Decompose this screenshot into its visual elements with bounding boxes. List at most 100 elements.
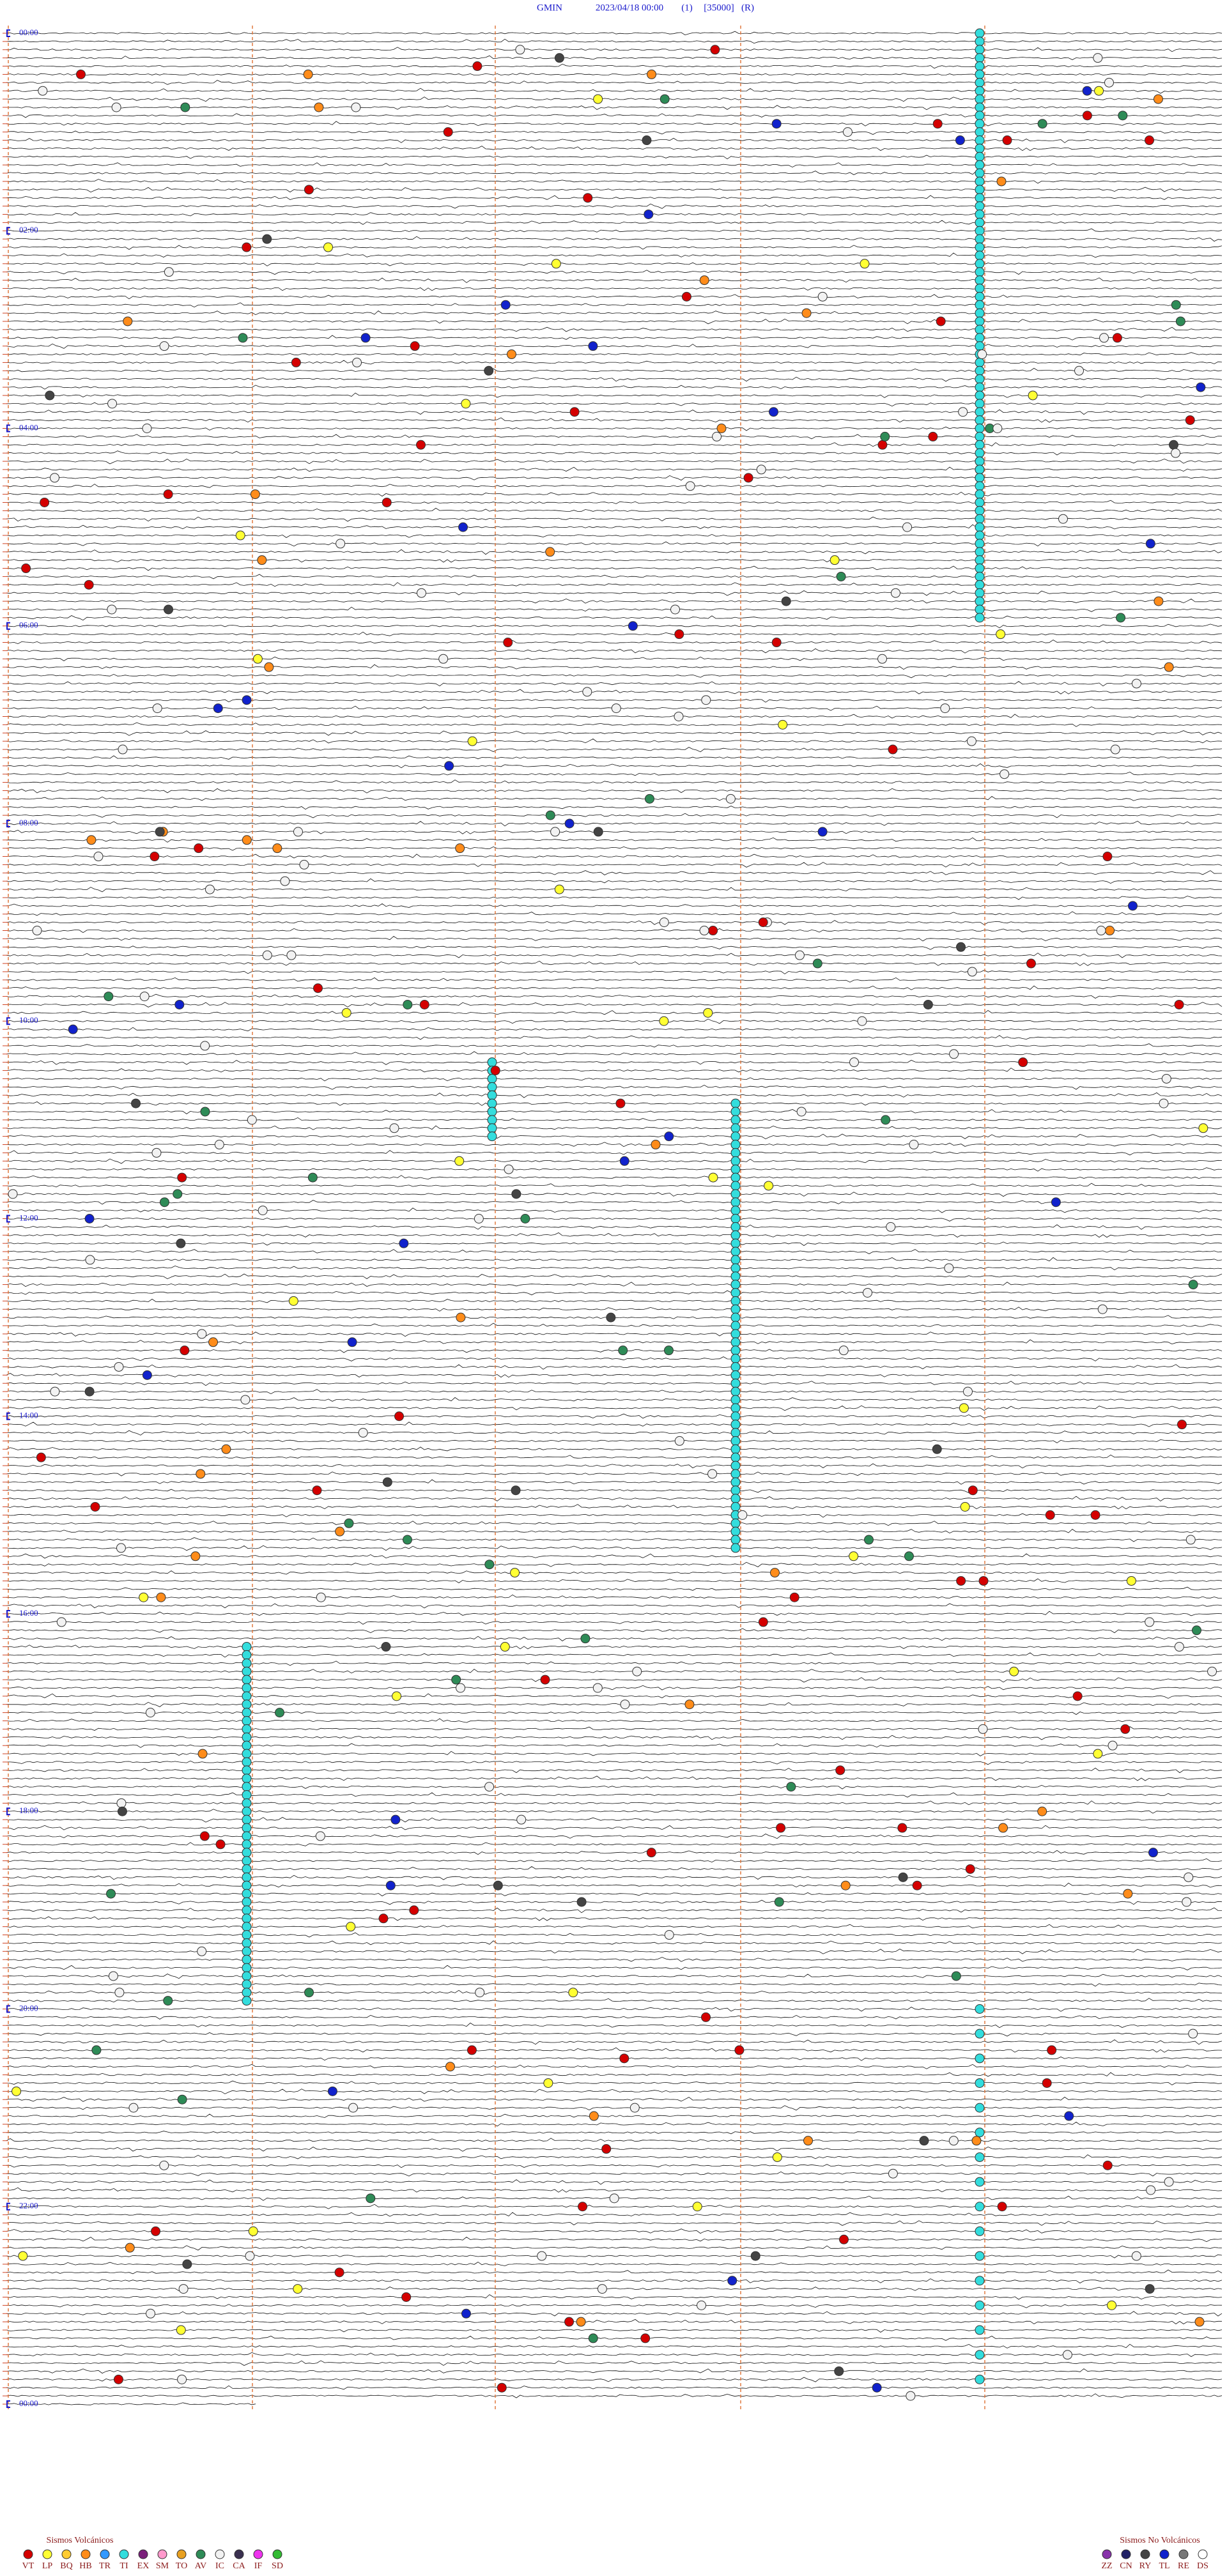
event xyxy=(955,135,965,146)
trace xyxy=(6,113,1223,118)
event xyxy=(221,1444,231,1454)
event xyxy=(1002,135,1012,146)
event xyxy=(200,1107,210,1117)
trace xyxy=(6,1364,1223,1370)
trace xyxy=(6,277,1223,283)
event xyxy=(593,94,603,104)
trace xyxy=(6,903,1223,908)
trace xyxy=(6,1101,1223,1106)
event xyxy=(803,2136,814,2146)
event xyxy=(730,1386,741,1397)
hour-label: 04:00 xyxy=(19,422,38,432)
event xyxy=(768,407,778,417)
event xyxy=(242,1757,252,1767)
trace xyxy=(6,2131,1223,2135)
event xyxy=(975,464,985,475)
event xyxy=(975,36,985,47)
event xyxy=(242,1889,252,1899)
event xyxy=(152,703,162,714)
event xyxy=(975,135,985,146)
trace xyxy=(6,1974,1223,1979)
event xyxy=(1058,514,1068,524)
trace xyxy=(6,2237,1223,2242)
trace xyxy=(6,590,1223,596)
event xyxy=(978,1724,988,1734)
event xyxy=(835,1765,845,1775)
event xyxy=(904,1551,914,1561)
event xyxy=(173,1189,183,1199)
trace xyxy=(6,582,1223,587)
event xyxy=(975,374,985,384)
event xyxy=(975,424,985,433)
trace xyxy=(6,1907,1223,1913)
event xyxy=(116,1798,127,1808)
event xyxy=(909,1140,919,1150)
trace xyxy=(6,887,1223,893)
event xyxy=(242,1913,252,1924)
trace xyxy=(6,47,1223,52)
trace xyxy=(6,1685,1223,1690)
event xyxy=(949,1049,959,1059)
event xyxy=(358,1428,368,1438)
trace xyxy=(6,1430,1223,1436)
event xyxy=(242,1790,252,1800)
event xyxy=(551,259,561,269)
event xyxy=(1131,2251,1141,2261)
event xyxy=(849,1057,860,1068)
event xyxy=(975,522,985,532)
trace xyxy=(6,1117,1223,1123)
hour-label: 00:00 xyxy=(19,2398,38,2408)
hour-label: 00:00 xyxy=(19,27,38,37)
trace xyxy=(6,1167,1223,1172)
event xyxy=(975,415,985,425)
event xyxy=(606,1312,616,1322)
trace xyxy=(6,2294,1223,2300)
event xyxy=(145,1708,155,1718)
trace xyxy=(6,434,1223,440)
event xyxy=(8,1189,18,1199)
event xyxy=(1171,448,1181,458)
trace xyxy=(6,1217,1223,1222)
trace xyxy=(6,1636,1223,1641)
event xyxy=(315,1831,325,1841)
event xyxy=(730,1189,741,1199)
event xyxy=(178,2284,189,2294)
trace xyxy=(6,2311,1223,2317)
event xyxy=(597,2284,607,2294)
event xyxy=(975,234,985,244)
event xyxy=(601,2144,612,2154)
event xyxy=(258,1206,268,1216)
trace xyxy=(6,1825,1223,1830)
trace xyxy=(6,1940,1223,1945)
trace xyxy=(6,55,1223,60)
event xyxy=(769,1568,780,1578)
trace xyxy=(6,1439,1223,1443)
trace xyxy=(6,2072,1223,2077)
event xyxy=(730,1337,741,1347)
trace xyxy=(6,2254,1223,2258)
event xyxy=(107,604,117,615)
hour-label: 14:00 xyxy=(19,1411,38,1420)
trace xyxy=(6,1784,1223,1790)
event xyxy=(1104,77,1114,88)
event xyxy=(84,1214,95,1223)
trace xyxy=(6,1858,1223,1863)
trace xyxy=(6,1349,1223,1353)
trace xyxy=(6,1257,1223,1262)
event xyxy=(242,1708,252,1718)
event xyxy=(419,999,429,1009)
event xyxy=(487,1057,497,1068)
trace xyxy=(6,1454,1223,1459)
trace xyxy=(6,1957,1223,1962)
legend-swatch xyxy=(272,2549,282,2559)
event xyxy=(1082,111,1092,121)
hour-hook xyxy=(6,2005,10,2013)
event xyxy=(1126,1575,1136,1586)
event xyxy=(304,1988,314,1998)
event xyxy=(242,1732,252,1742)
event xyxy=(84,1386,95,1397)
event xyxy=(461,399,471,409)
trace xyxy=(6,417,1223,423)
trace xyxy=(6,262,1223,266)
event xyxy=(307,1172,318,1183)
